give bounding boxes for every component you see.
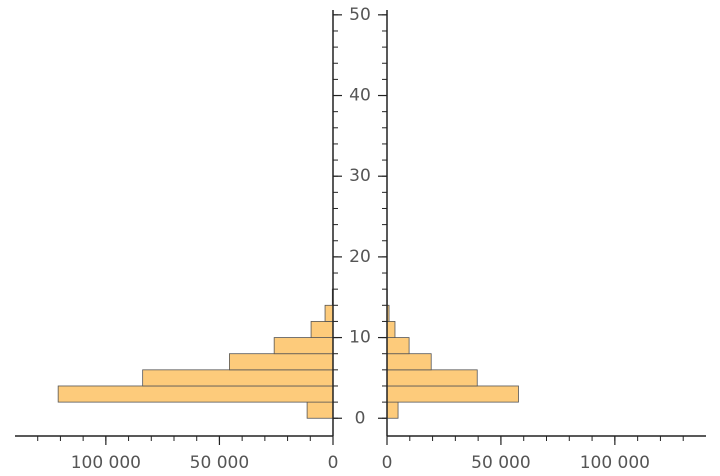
y-tick-label: 50 xyxy=(349,5,371,25)
bar xyxy=(386,401,399,419)
bar xyxy=(273,337,334,355)
y-tick-label: 40 xyxy=(349,86,371,106)
y-tick-label: 30 xyxy=(349,166,371,186)
bar xyxy=(324,304,334,322)
x-tick-label: 50 000 xyxy=(190,453,249,473)
bar xyxy=(306,401,334,419)
x-tick-label: 0 xyxy=(382,453,393,473)
y-tick-label: 0 xyxy=(355,408,366,428)
bar xyxy=(386,369,478,387)
bar xyxy=(142,369,334,387)
bar xyxy=(386,337,410,355)
x-tick-label: 100 000 xyxy=(580,453,650,473)
bar xyxy=(310,321,334,338)
x-tick-label: 100 000 xyxy=(71,453,141,473)
x-tick-label: 50 000 xyxy=(471,453,530,473)
bar xyxy=(57,385,334,403)
bar xyxy=(386,353,432,371)
bar xyxy=(386,385,519,403)
x-tick-label: 0 xyxy=(328,453,339,473)
bar xyxy=(386,321,396,338)
bar xyxy=(229,353,334,371)
y-tick-label: 10 xyxy=(349,328,371,348)
y-tick-label: 20 xyxy=(349,247,371,267)
